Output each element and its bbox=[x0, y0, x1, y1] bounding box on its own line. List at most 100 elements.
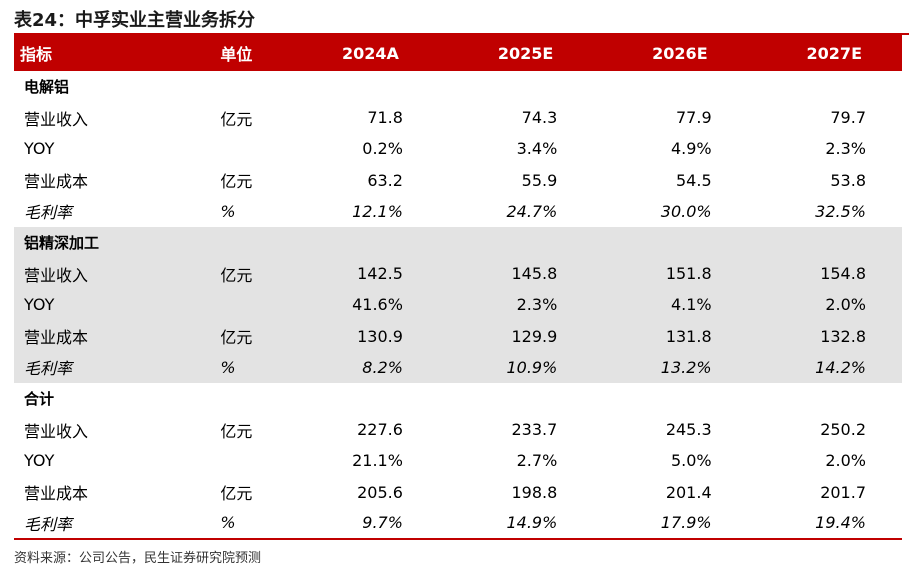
value-cell: 79.7 bbox=[830, 108, 866, 128]
row-label: 毛利率 bbox=[24, 203, 73, 223]
value-cell: 5.0% bbox=[670, 451, 712, 471]
value-cell: 2.3% bbox=[825, 139, 866, 159]
value-cell: 55.9 bbox=[521, 170, 558, 190]
value-cell: 131.8 bbox=[665, 326, 712, 346]
section-heading-row: 合计 bbox=[14, 383, 902, 414]
table-title: 表24：中孚实业主营业务拆分 bbox=[14, 10, 256, 31]
row-unit: 亿元 bbox=[220, 172, 253, 192]
value-cell: 145.8 bbox=[511, 264, 558, 284]
table-row: 营业成本 亿元 205.6 198.8 201.4 201.7 bbox=[14, 476, 902, 507]
value-cell: 198.8 bbox=[511, 482, 558, 502]
value-cell: 17.9% bbox=[593, 507, 748, 540]
row-unit: % bbox=[206, 507, 285, 540]
section-name: 电解铝 bbox=[24, 78, 70, 97]
row-label: 营业成本 bbox=[24, 484, 89, 504]
value-cell: 132.8 bbox=[820, 326, 866, 346]
value-cell: 129.9 bbox=[511, 326, 558, 346]
table-section: 铝精深加工 营业收入 亿元 142.5 145.8 151.8 154.8 YOY 41.6% 2… bbox=[14, 226, 902, 383]
table-row: 毛利率% 9.7% 14.9% 17.9% 19.4% bbox=[14, 507, 902, 540]
table-row: 营业收入 亿元 227.6 233.7 245.3 250.2 bbox=[14, 414, 902, 445]
header-indicator: 指标 bbox=[20, 45, 53, 64]
table-row: 营业收入 亿元 142.5 145.8 151.8 154.8 bbox=[14, 258, 902, 290]
value-cell: 77.9 bbox=[676, 108, 712, 128]
table-row: 毛利率% 12.1% 24.7% 30.0% 32.5% bbox=[14, 196, 902, 227]
value-cell: 24.7% bbox=[506, 201, 558, 221]
row-label: 营业成本 bbox=[24, 328, 89, 348]
header-2024a: 2024A bbox=[342, 43, 399, 63]
value-cell: 4.1% bbox=[670, 295, 712, 315]
value-cell: 130.9 bbox=[357, 326, 403, 346]
section-name: 合计 bbox=[24, 389, 55, 408]
value-cell: 250.2 bbox=[820, 420, 866, 440]
table-row: 营业成本 亿元 63.2 55.9 54.5 53.8 bbox=[14, 165, 902, 196]
value-cell: 245.3 bbox=[665, 420, 712, 440]
value-cell: 154.8 bbox=[820, 264, 866, 284]
row-unit: 亿元 bbox=[220, 421, 253, 441]
table-section: 合计 营业收入 亿元 227.6 233.7 245.3 250.2 YOY 21.1% 2.7%… bbox=[14, 383, 902, 540]
value-cell: 9.7% bbox=[284, 507, 439, 540]
value-cell: 53.8 bbox=[830, 170, 866, 190]
value-cell: 2.7% bbox=[516, 451, 558, 471]
value-cell: 4.9% bbox=[670, 139, 712, 159]
value-cell: 54.5 bbox=[676, 170, 712, 190]
value-cell: 21.1% bbox=[352, 451, 403, 471]
value-cell: 32.5% bbox=[815, 201, 866, 221]
value-cell: 71.8 bbox=[367, 108, 403, 128]
value-cell: 19.4% bbox=[747, 507, 902, 540]
value-cell: 142.5 bbox=[357, 264, 403, 284]
value-cell: 2.3% bbox=[516, 295, 558, 315]
value-cell: 12.1% bbox=[352, 201, 403, 221]
value-cell: 14.2% bbox=[815, 357, 866, 377]
header-2026e: 2026E bbox=[652, 43, 708, 63]
table-row: 营业收入 亿元 71.8 74.3 77.9 79.7 bbox=[14, 102, 902, 133]
row-unit bbox=[206, 445, 284, 476]
value-cell: 3.4% bbox=[516, 139, 558, 159]
value-cell: 201.4 bbox=[665, 482, 712, 502]
value-cell: 8.2% bbox=[362, 357, 403, 377]
row-label: YOY bbox=[24, 451, 55, 471]
table-header-row: 指标 单位 2024A 2025E 2026E 2027E bbox=[14, 35, 902, 71]
header-2027e: 2027E bbox=[806, 43, 862, 63]
row-unit: 亿元 bbox=[220, 484, 253, 504]
row-unit: 亿元 bbox=[220, 265, 253, 285]
row-unit: 亿元 bbox=[220, 328, 253, 348]
section-heading-row: 铝精深加工 bbox=[14, 226, 902, 259]
row-unit bbox=[206, 133, 284, 164]
value-cell: 233.7 bbox=[511, 420, 558, 440]
row-label: 营业收入 bbox=[24, 109, 89, 129]
value-cell: 0.2% bbox=[362, 139, 403, 159]
row-label: YOY bbox=[24, 295, 55, 315]
value-cell: 2.0% bbox=[825, 295, 866, 315]
value-cell: 13.2% bbox=[660, 357, 712, 377]
value-cell: 10.9% bbox=[506, 357, 558, 377]
row-label: 毛利率 bbox=[24, 359, 73, 379]
business-breakdown-table: 指标 单位 2024A 2025E 2026E 2027E 电解铝 营业收入 亿元 7… bbox=[14, 35, 902, 540]
value-cell: 2.0% bbox=[825, 451, 866, 471]
value-cell: 30.0% bbox=[660, 201, 712, 221]
table-row: YOY 0.2% 3.4% 4.9% 2.3% bbox=[14, 133, 902, 164]
row-label: 营业成本 bbox=[24, 172, 89, 192]
row-unit: % bbox=[220, 357, 236, 377]
row-label: YOY bbox=[24, 139, 55, 159]
value-cell: 41.6% bbox=[352, 295, 403, 315]
header-unit: 单位 bbox=[220, 45, 253, 64]
row-label: 毛利率 bbox=[14, 507, 207, 540]
row-unit: 亿元 bbox=[220, 109, 253, 129]
value-cell: 14.9% bbox=[438, 507, 594, 540]
header-2025e: 2025E bbox=[497, 43, 554, 63]
row-unit: % bbox=[220, 201, 236, 221]
title-rule bbox=[14, 33, 909, 35]
table-row: YOY 41.6% 2.3% 4.1% 2.0% bbox=[14, 289, 902, 321]
table-section: 电解铝 营业收入 亿元 71.8 74.3 77.9 79.7 YOY 0.2% 3.4% 4.9%… bbox=[14, 71, 902, 227]
table-row: 营业成本 亿元 130.9 129.9 131.8 132.8 bbox=[14, 320, 902, 352]
row-label: 营业收入 bbox=[24, 265, 89, 285]
table-row: 毛利率% 8.2% 10.9% 13.2% 14.2% bbox=[14, 351, 902, 383]
value-cell: 227.6 bbox=[357, 420, 403, 440]
value-cell: 205.6 bbox=[357, 482, 403, 502]
row-label: 营业收入 bbox=[24, 421, 89, 441]
section-name: 铝精深加工 bbox=[24, 234, 100, 253]
value-cell: 63.2 bbox=[367, 170, 403, 190]
row-unit bbox=[206, 289, 284, 320]
source-note: 资料来源：公司公告，民生证券研究院预测 bbox=[14, 551, 262, 566]
value-cell: 151.8 bbox=[665, 264, 712, 284]
